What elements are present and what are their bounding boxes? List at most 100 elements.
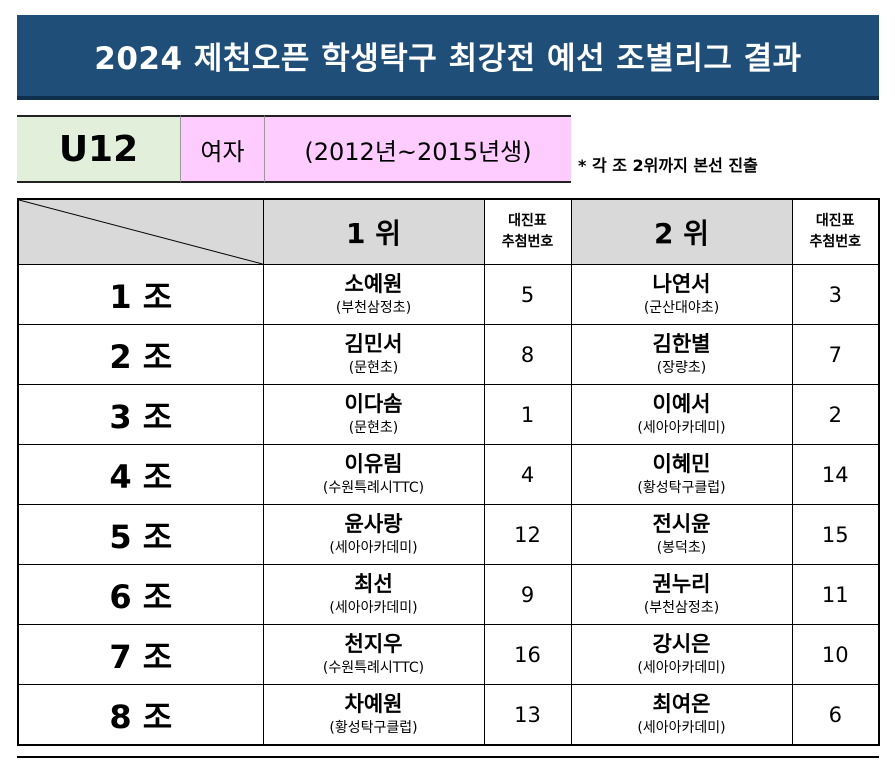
player-name: 전시윤	[652, 512, 711, 536]
first-place-cell: 소예원 (부천삼정초)	[262, 264, 485, 325]
first-place-cell: 천지우 (수원특례시TTC)	[262, 624, 485, 685]
table-header-row: 1 위 대진표 추첨번호 2 위 대진표 추첨번호	[17, 198, 880, 265]
group-label: 3 조	[17, 384, 264, 445]
group-label: 5 조	[17, 504, 264, 565]
first-place-cell: 차예원 (황성탁구클럽)	[262, 684, 485, 746]
second-place-cell: 최여온 (세아아카데미)	[570, 684, 793, 746]
birth-years-cell: (2012년~2015년생)	[264, 115, 571, 183]
group-label: 8 조	[17, 684, 264, 746]
advancement-note: * 각 조 2위까지 본선 진출	[578, 156, 758, 175]
table-row: 1 조 소예원 (부천삼정초) 5 나연서 (군산대야초) 3	[17, 264, 880, 325]
group-label: 1 조	[17, 264, 264, 325]
table-row: 2 조 김민서 (문현초) 8 김한별 (장량초) 7	[17, 324, 880, 385]
draw-number: 5	[483, 264, 572, 325]
player-name: 최선	[354, 572, 393, 596]
player-name: 이유림	[344, 452, 403, 476]
second-place-cell: 나연서 (군산대야초)	[570, 264, 793, 325]
draw-number: 13	[483, 684, 572, 746]
player-name: 이다솜	[344, 392, 403, 416]
group-label: 7 조	[17, 624, 264, 685]
player-club: (황성탁구클럽)	[637, 480, 726, 496]
draw-number: 6	[791, 684, 880, 746]
birth-years-label: (2012년~2015년생)	[304, 137, 532, 166]
group-label: 2 조	[17, 324, 264, 385]
draw-number: 2	[791, 384, 880, 445]
player-club: (세아아카데미)	[329, 540, 418, 556]
player-name: 김한별	[652, 332, 711, 356]
table-row: 7 조 천지우 (수원특례시TTC) 16 강시은 (세아아카데미) 10	[17, 624, 880, 685]
draw-number: 12	[483, 504, 572, 565]
second-place-cell: 전시윤 (봉덕초)	[570, 504, 793, 565]
player-club: (부천삼정초)	[643, 600, 720, 616]
player-name: 나연서	[652, 272, 711, 296]
table-row: 5 조 윤사랑 (세아아카데미) 12 전시윤 (봉덕초) 15	[17, 504, 880, 565]
draw-number: 8	[483, 324, 572, 385]
draw-number-header-1: 대진표 추첨번호	[483, 198, 572, 265]
player-club: (세아아카데미)	[329, 600, 418, 616]
player-club: (부천삼정초)	[335, 300, 412, 316]
draw-number: 10	[791, 624, 880, 685]
draw-number: 9	[483, 564, 572, 625]
first-place-cell: 김민서 (문현초)	[262, 324, 485, 385]
results-table: 1 위 대진표 추첨번호 2 위 대진표 추첨번호 1 조 소예원 (부천삼정초) 5…	[17, 198, 880, 746]
draw-header-line2: 추첨번호	[501, 234, 554, 250]
first-place-cell: 윤사랑 (세아아카데미)	[262, 504, 485, 565]
player-club: (수원특례시TTC)	[322, 660, 425, 676]
player-club: (세아아카데미)	[637, 720, 726, 736]
draw-number: 11	[791, 564, 880, 625]
player-name: 소예원	[344, 272, 403, 296]
player-club: (수원특례시TTC)	[322, 480, 425, 496]
player-club: (군산대야초)	[643, 300, 720, 316]
player-name: 김민서	[344, 332, 403, 356]
first-place-cell: 이다솜 (문현초)	[262, 384, 485, 445]
category-label: U12	[58, 128, 139, 170]
draw-number: 4	[483, 444, 572, 505]
draw-header-line1: 대진표	[815, 213, 855, 229]
player-name: 이혜민	[652, 452, 711, 476]
bottom-divider	[17, 756, 879, 758]
draw-number: 16	[483, 624, 572, 685]
second-place-cell: 이혜민 (황성탁구클럽)	[570, 444, 793, 505]
player-name: 윤사랑	[344, 512, 403, 536]
first-place-cell: 최선 (세아아카데미)	[262, 564, 485, 625]
player-club: (문현초)	[348, 360, 399, 376]
draw-number: 15	[791, 504, 880, 565]
second-place-cell: 권누리 (부천삼정초)	[570, 564, 793, 625]
draw-number-header-2: 대진표 추첨번호	[791, 198, 880, 265]
gender-cell: 여자	[180, 115, 264, 183]
table-row: 8 조 차예원 (황성탁구클럽) 13 최여온 (세아아카데미) 6	[17, 684, 880, 746]
player-name: 이예서	[652, 392, 711, 416]
draw-number: 7	[791, 324, 880, 385]
group-label: 4 조	[17, 444, 264, 505]
page-title: 2024 제천오픈 학생탁구 최강전 예선 조별리그 결과	[94, 41, 802, 77]
corner-diagonal-cell	[17, 198, 264, 265]
player-name: 차예원	[344, 692, 403, 716]
draw-number: 1	[483, 384, 572, 445]
draw-number: 14	[791, 444, 880, 505]
diagonal-line	[19, 200, 263, 264]
category-cell: U12	[17, 115, 180, 183]
first-place-header: 1 위	[262, 198, 485, 265]
player-club: (세아아카데미)	[637, 420, 726, 436]
second-place-header: 2 위	[570, 198, 793, 265]
player-name: 천지우	[344, 632, 403, 656]
table-row: 6 조 최선 (세아아카데미) 9 권누리 (부천삼정초) 11	[17, 564, 880, 625]
player-club: (세아아카데미)	[637, 660, 726, 676]
player-club: (봉덕초)	[656, 540, 707, 556]
second-place-cell: 김한별 (장량초)	[570, 324, 793, 385]
table-row: 3 조 이다솜 (문현초) 1 이예서 (세아아카데미) 2	[17, 384, 880, 445]
player-name: 최여온	[652, 692, 711, 716]
draw-number: 3	[791, 264, 880, 325]
table-row: 4 조 이유림 (수원특례시TTC) 4 이혜민 (황성탁구클럽) 14	[17, 444, 880, 505]
second-place-cell: 이예서 (세아아카데미)	[570, 384, 793, 445]
gender-label: 여자	[200, 137, 245, 166]
first-place-cell: 이유림 (수원특례시TTC)	[262, 444, 485, 505]
title-banner: 2024 제천오픈 학생탁구 최강전 예선 조별리그 결과	[17, 15, 879, 100]
player-name: 권누리	[652, 572, 711, 596]
draw-header-line1: 대진표	[508, 213, 547, 229]
group-label: 6 조	[17, 564, 264, 625]
player-club: (황성탁구클럽)	[329, 720, 418, 736]
draw-header-line2: 추첨번호	[809, 234, 862, 250]
player-club: (장량초)	[656, 360, 707, 376]
player-club: (문현초)	[348, 420, 399, 436]
